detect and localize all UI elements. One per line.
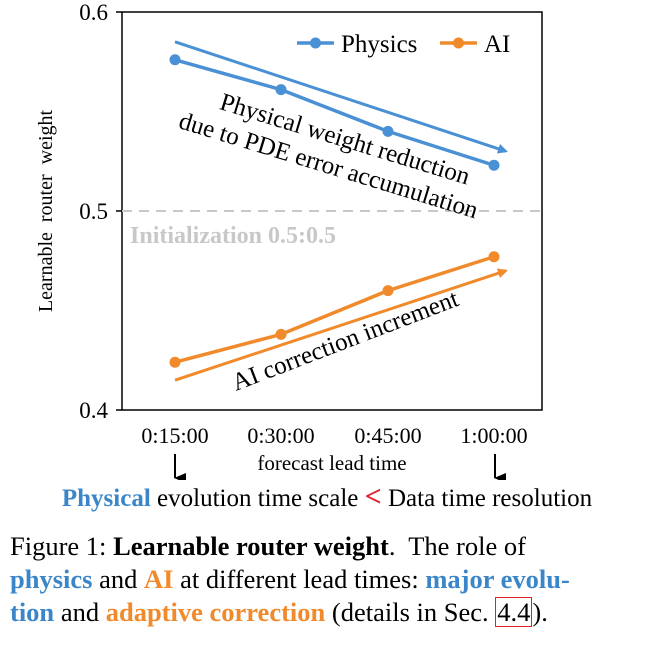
legend-physics-label: Physics <box>341 31 417 58</box>
caption-physics: physics <box>10 564 93 594</box>
less-than-symbol: < <box>364 480 382 513</box>
time-scale-statement: Physical evolution time scale < Data tim… <box>0 480 654 514</box>
x-tick-label-3: 1:00:00 <box>460 423 527 448</box>
router-weight-chart: 0.4 0.5 0.6 0:15:00 0:30:00 0:45:00 1:00:00 I… <box>35 0 543 480</box>
figure-caption: Figure 1: Learnable router weight. The r… <box>10 530 650 629</box>
legend-ai-label: AI <box>484 31 510 58</box>
x-tick-label-0: 0:15:00 <box>141 423 208 448</box>
y-tick-label-1: 0.5 <box>79 199 108 224</box>
legend-ai-marker <box>453 37 464 49</box>
section-reference-link[interactable]: 4.4 <box>495 597 533 627</box>
series-layer <box>169 54 500 368</box>
time-scale-middle: evolution time scale <box>150 485 365 512</box>
caption-major-1: major evolu- <box>425 564 570 594</box>
physics-annotation: Physical weight reduction due to PDE err… <box>176 89 482 225</box>
point-ai-1 <box>275 328 287 340</box>
caption-end: ). <box>532 597 548 627</box>
caption-line-2: physics and AI at different lead times: … <box>10 563 650 596</box>
x-ticks: 0:15:00 0:30:00 0:45:00 1:00:00 <box>141 423 527 448</box>
point-ai-2 <box>382 285 394 297</box>
caption-and-2: and <box>54 597 106 627</box>
caption-role: The role of <box>395 531 526 561</box>
caption-adaptive: adaptive correction <box>105 597 326 627</box>
trend-arrow-ai <box>174 268 508 382</box>
caption-at: at different lead times: <box>173 564 426 594</box>
series-line-ai <box>174 255 495 364</box>
legend: Physics AI <box>297 31 510 58</box>
ai-annotation-text: AI correction increment <box>228 285 462 396</box>
x-tick-label-1: 0:30:00 <box>247 423 314 448</box>
caption-details: (details in Sec. <box>325 597 496 627</box>
caption-and-1: and <box>92 564 144 594</box>
caption-period: . <box>388 531 396 561</box>
y-axis-label: Learnable router weight <box>35 109 57 312</box>
point-physics-0 <box>169 54 181 66</box>
point-physics-1 <box>275 84 287 96</box>
trend-arrows <box>174 40 508 382</box>
legend-physics-marker <box>310 37 321 49</box>
caption-major-2: tion <box>10 597 55 627</box>
trend-arrow-physics <box>174 40 508 154</box>
data-time-resolution: Data time resolution <box>381 485 593 512</box>
caption-figure-label: Figure 1: <box>10 531 107 561</box>
y-tick-label-0: 0.4 <box>79 398 108 423</box>
y-tick-label-2: 0.6 <box>79 0 108 25</box>
caption-line-3: tion and adaptive correction (details in… <box>10 596 650 629</box>
point-physics-3 <box>488 159 500 171</box>
caption-ai: AI <box>144 564 174 594</box>
physical-word: Physical <box>61 485 151 512</box>
x-axis-label: forecast lead time <box>257 451 406 475</box>
x-tick-label-2: 0:45:00 <box>354 423 421 448</box>
point-ai-0 <box>169 356 181 368</box>
series-line-physics <box>174 58 495 167</box>
caption-title: Learnable router weight <box>113 531 389 561</box>
caption-line-1: Figure 1: Learnable router weight. The r… <box>10 530 650 563</box>
point-ai-3 <box>488 251 500 263</box>
y-ticks: 0.4 0.5 0.6 <box>79 0 122 423</box>
point-physics-2 <box>382 125 394 137</box>
initialization-label: Initialization 0.5:0.5 <box>130 223 336 249</box>
ai-annotation: AI correction increment <box>228 285 462 396</box>
